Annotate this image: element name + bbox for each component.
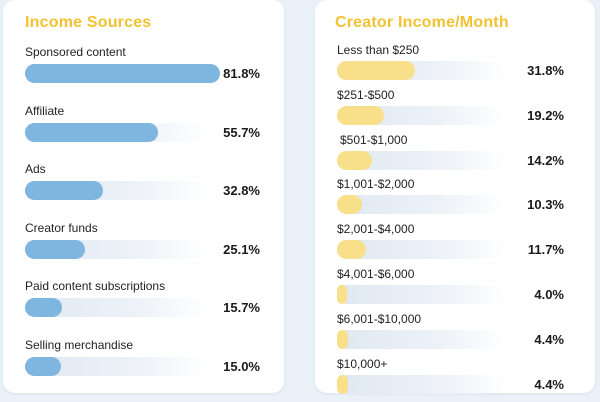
creator-income-value: 4.0% xyxy=(534,287,564,302)
income-source-bar xyxy=(25,298,63,317)
income-source-track xyxy=(25,356,210,376)
creator-income-track xyxy=(337,285,507,304)
income-source-label: Selling merchandise xyxy=(25,337,134,352)
income-source-bar xyxy=(25,356,61,376)
creator-income-card: Creator Income/Month Less than $250 31.8%… xyxy=(315,0,595,394)
creator-income-bar xyxy=(337,285,347,304)
income-source-value: 15.7% xyxy=(223,300,260,315)
creator-income-label: $501-$1,000 xyxy=(340,132,408,147)
income-sources-bars: Sponsored content 81.8% Affiliate 55.7% Ads 3… xyxy=(3,0,284,393)
creator-income-bar xyxy=(337,105,385,125)
creator-income-track xyxy=(337,240,507,260)
income-source-value: 25.1% xyxy=(223,241,260,257)
creator-income-label: $2,001-$4,000 xyxy=(337,222,415,237)
creator-income-track xyxy=(337,150,507,170)
income-source-label: Ads xyxy=(25,162,46,176)
creator-income-label: $251-$500 xyxy=(337,87,395,102)
creator-income-value: 4.4% xyxy=(534,376,564,392)
creator-income-track xyxy=(337,195,507,215)
income-source-value: 32.8% xyxy=(223,183,260,198)
creator-income-bar xyxy=(337,329,348,349)
income-source-track xyxy=(25,239,210,259)
creator-income-value: 11.7% xyxy=(527,242,564,258)
creator-income-bar xyxy=(337,195,363,215)
creator-income-value: 14.2% xyxy=(527,152,564,168)
income-source-label: Affiliate xyxy=(25,103,65,118)
income-sources-title: Income Sources xyxy=(25,14,152,31)
income-source-label: Sponsored content xyxy=(25,45,126,59)
income-source-track xyxy=(25,64,220,83)
creator-income-label: $4,001-$6,000 xyxy=(337,267,415,281)
creator-income-title: Creator Income/Month xyxy=(335,14,509,31)
income-source-label: Creator funds xyxy=(25,220,98,235)
creator-income-value: 4.4% xyxy=(534,331,564,347)
creator-income-track xyxy=(337,61,507,80)
income-source-label: Paid content subscriptions xyxy=(25,279,166,293)
creator-income-track xyxy=(337,374,507,394)
creator-income-bars: Less than $250 31.8% $251-$500 19.2% $501-$1… xyxy=(315,0,595,394)
creator-income-track xyxy=(337,329,507,349)
creator-income-bar xyxy=(337,240,366,260)
income-source-value: 81.8% xyxy=(223,66,260,81)
creator-income-bar xyxy=(337,61,415,80)
income-sources-card: Income Sources Sponsored content 81.8% Aff… xyxy=(3,0,284,393)
income-source-track xyxy=(25,181,210,200)
creator-income-bar xyxy=(337,150,372,170)
income-source-track xyxy=(25,298,210,317)
creator-income-label: $6,001-$10,000 xyxy=(337,311,422,326)
income-source-bar xyxy=(25,122,158,142)
creator-income-value: 10.3% xyxy=(527,197,564,213)
creator-income-label: $10,000+ xyxy=(337,356,388,371)
creator-income-bar xyxy=(337,374,348,394)
creator-income-label: $1,001-$2,000 xyxy=(337,177,415,192)
creator-income-track xyxy=(337,105,507,125)
income-source-value: 55.7% xyxy=(223,124,260,140)
income-source-value: 15.0% xyxy=(223,358,260,374)
income-source-bar xyxy=(25,181,104,200)
income-source-bar xyxy=(25,239,85,259)
income-source-track xyxy=(25,122,210,142)
creator-income-value: 31.8% xyxy=(527,63,564,78)
creator-income-label: Less than $250 xyxy=(337,43,420,57)
income-source-bar xyxy=(25,64,220,83)
creator-income-value: 19.2% xyxy=(527,107,564,123)
